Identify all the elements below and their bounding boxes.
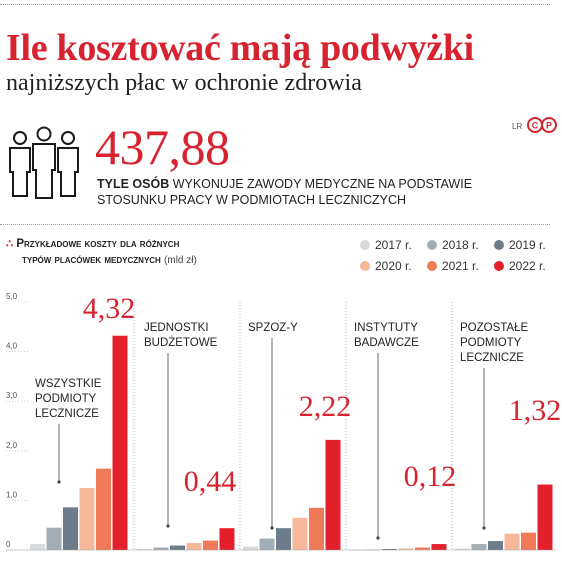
bar [137, 549, 152, 550]
legend-swatch-2018 [427, 240, 437, 250]
legend-item-2017: 2017 r. [360, 238, 412, 252]
description-rest: WYKONUJE ZAWODY MEDYCZNE NA PODSTAWIE [169, 177, 473, 191]
y-tick-label: 1,0 [6, 490, 18, 499]
category-label: LECZNICZE [35, 408, 99, 420]
bar [46, 527, 62, 550]
category-label: LECZNICZE [460, 352, 524, 364]
leader-dot [166, 524, 170, 528]
bar [203, 540, 218, 550]
legend-item-2022: 2022 r. [494, 259, 546, 273]
leader-dot [482, 526, 486, 530]
value-label: 1,32 [509, 394, 562, 427]
leader-dot [270, 526, 274, 530]
bar [186, 543, 202, 550]
category-label: SPZOZ-Y [248, 322, 298, 334]
headline-number: 437,88 [95, 119, 230, 175]
bar [382, 549, 397, 550]
legend-swatch-2022 [494, 261, 504, 271]
bar [259, 538, 275, 550]
legend-label-2021: 2021 r. [442, 259, 479, 273]
bar [30, 544, 45, 550]
bar [415, 547, 430, 550]
legend-swatch-2020 [360, 261, 370, 271]
legend-label-2022: 2022 r. [509, 259, 546, 273]
value-label: 0,44 [184, 465, 237, 498]
category-label: WSZYSTKIE [35, 378, 102, 390]
svg-text:C: C [532, 121, 539, 131]
legend-label-2017: 2017 r. [375, 238, 412, 252]
chart-unit: (mld zł) [164, 255, 197, 266]
bar [276, 528, 291, 550]
y-tick-label: 3,0 [6, 391, 18, 400]
headline-description: TYLE OSÓB WYKONUJE ZAWODY MEDYCZNE NA PO… [97, 176, 472, 208]
category-label: POZOSTAŁE [460, 322, 528, 334]
bar [112, 335, 128, 550]
bar [521, 532, 536, 550]
section-divider [0, 224, 550, 225]
author-credit: LR [512, 122, 523, 131]
bar [488, 541, 503, 550]
bar [96, 468, 111, 550]
legend-label-2020: 2020 r. [375, 259, 412, 273]
bar [153, 547, 169, 550]
y-tick-label: 5,0 [6, 292, 18, 301]
legend-label-2018: 2018 r. [442, 238, 479, 252]
leader-dot [376, 536, 380, 540]
chart-title-line1: Przykładowe koszty dla różnych [16, 238, 180, 250]
arrow-icon: ∴ [6, 238, 14, 250]
legend-item-2018: 2018 r. [427, 238, 479, 252]
y-tick-label: 4,0 [6, 342, 18, 351]
bar [79, 488, 95, 550]
bar [170, 545, 185, 550]
description-line2: STOSUNKU PRACY W PODMIOTACH LECZNICZYCH [97, 193, 407, 207]
category-label: BADAWCZE [354, 337, 419, 349]
bar [455, 548, 470, 550]
bar [504, 533, 520, 550]
bar [309, 507, 324, 550]
leader-dot [57, 480, 61, 484]
value-label: 0,12 [404, 460, 457, 493]
value-label: 2,22 [299, 390, 352, 423]
category-label: BUDŻETOWE [144, 336, 218, 349]
svg-text:P: P [546, 121, 552, 131]
description-bold: TYLE OSÓB [97, 177, 170, 191]
bar [537, 484, 553, 550]
legend-item-2021: 2021 r. [427, 259, 479, 273]
bar [63, 507, 78, 550]
y-tick-label: 0 [6, 540, 11, 549]
bar [325, 439, 341, 550]
bar [431, 544, 447, 550]
top-divider [0, 4, 550, 5]
legend-item-2020: 2020 r. [360, 259, 412, 273]
people-icon [9, 126, 79, 199]
bar [243, 546, 258, 550]
page-subtitle: najniższych płac w ochronie zdrowia [6, 70, 362, 96]
category-label: JEDNOSTKI [144, 322, 209, 334]
chart-title: ∴ Przykładowe koszty dla różnych typów pl… [6, 236, 197, 269]
legend-swatch-2019 [494, 240, 504, 250]
cp-logo: C P [527, 117, 557, 133]
bar [219, 528, 235, 550]
bar [292, 517, 308, 550]
category-label: PODMIOTY [35, 393, 97, 405]
y-tick-label: 2,0 [6, 441, 18, 450]
page-title: Ile kosztować mają podwyżki [6, 27, 474, 69]
bar [398, 548, 414, 550]
bar [471, 544, 487, 550]
legend-label-2019: 2019 r. [509, 238, 546, 252]
category-label: PODMIOTY [460, 337, 522, 349]
legend-swatch-2017 [360, 240, 370, 250]
legend-item-2019: 2019 r. [494, 238, 546, 252]
category-label: INSTYTUTY [354, 322, 418, 334]
legend-swatch-2021 [427, 261, 437, 271]
chart-title-line2: typów placówek medycznych [22, 254, 161, 266]
value-label: 4,32 [83, 292, 136, 325]
